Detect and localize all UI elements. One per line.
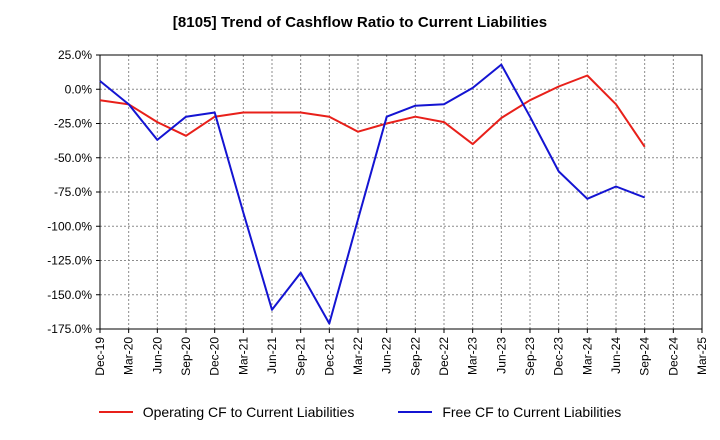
x-tick-label: Dec-19 (93, 337, 107, 376)
x-tick-label: Dec-20 (208, 337, 222, 376)
legend-item-free-cf: Free CF to Current Liabilities (398, 404, 621, 420)
y-tick-label: -150.0% (47, 288, 92, 302)
x-tick-label: Mar-25 (695, 337, 709, 375)
y-tick-label: -25.0% (54, 117, 92, 131)
x-tick-label: Dec-21 (322, 337, 336, 376)
legend-swatch-free-cf (398, 411, 433, 413)
x-tick-label: Jun-21 (265, 337, 279, 374)
legend: Operating CF to Current Liabilities Free… (0, 404, 720, 420)
x-tick-label: Jun-23 (494, 337, 508, 374)
legend-swatch-operating-cf (98, 411, 133, 413)
x-tick-label: Mar-20 (122, 337, 136, 375)
x-tick-label: Sep-22 (408, 337, 422, 376)
x-tick-label: Mar-23 (466, 337, 480, 375)
y-tick-label: -75.0% (54, 185, 92, 199)
legend-item-operating-cf: Operating CF to Current Liabilities (98, 404, 355, 420)
y-tick-label: -50.0% (54, 151, 92, 165)
x-tick-label: Sep-23 (523, 337, 537, 376)
x-tick-label: Dec-24 (666, 337, 680, 376)
x-tick-label: Dec-22 (437, 337, 451, 376)
x-tick-label: Sep-20 (179, 337, 193, 376)
y-axis: 25.0% 0.0% -25.0% -50.0% -75.0% -100.0% -125.0… (47, 48, 100, 336)
x-tick-label: Jun-22 (380, 337, 394, 374)
y-tick-label: -175.0% (47, 322, 92, 336)
x-tick-label: Mar-21 (236, 337, 250, 375)
x-tick-label: Sep-24 (638, 337, 652, 376)
legend-label-operating-cf: Operating CF to Current Liabilities (142, 404, 355, 420)
y-tick-label: -125.0% (47, 254, 92, 268)
legend-label-free-cf: Free CF to Current Liabilities (442, 404, 622, 420)
y-tick-label: -100.0% (47, 219, 92, 233)
series-line-free-cf (99, 63, 646, 325)
x-tick-label: Sep-21 (294, 337, 308, 376)
chart-title: [8105] Trend of Cashflow Ratio to Curren… (172, 14, 548, 31)
x-tick-label: Jun-20 (150, 337, 164, 374)
y-tick-label: 25.0% (58, 48, 92, 62)
gridlines (100, 54, 702, 330)
x-tick-label: Dec-23 (552, 337, 566, 376)
x-axis: Dec-19 Mar-20 Jun-20 Sep-20 Dec-20 Mar-21 Jun-… (93, 329, 709, 376)
x-tick-label: Mar-22 (351, 337, 365, 375)
series-lines (99, 63, 646, 325)
y-tick-label: 0.0% (65, 82, 93, 96)
x-tick-label: Mar-24 (580, 337, 594, 375)
series-line-operating-cf (99, 74, 646, 148)
x-tick-label: Jun-24 (609, 337, 623, 374)
